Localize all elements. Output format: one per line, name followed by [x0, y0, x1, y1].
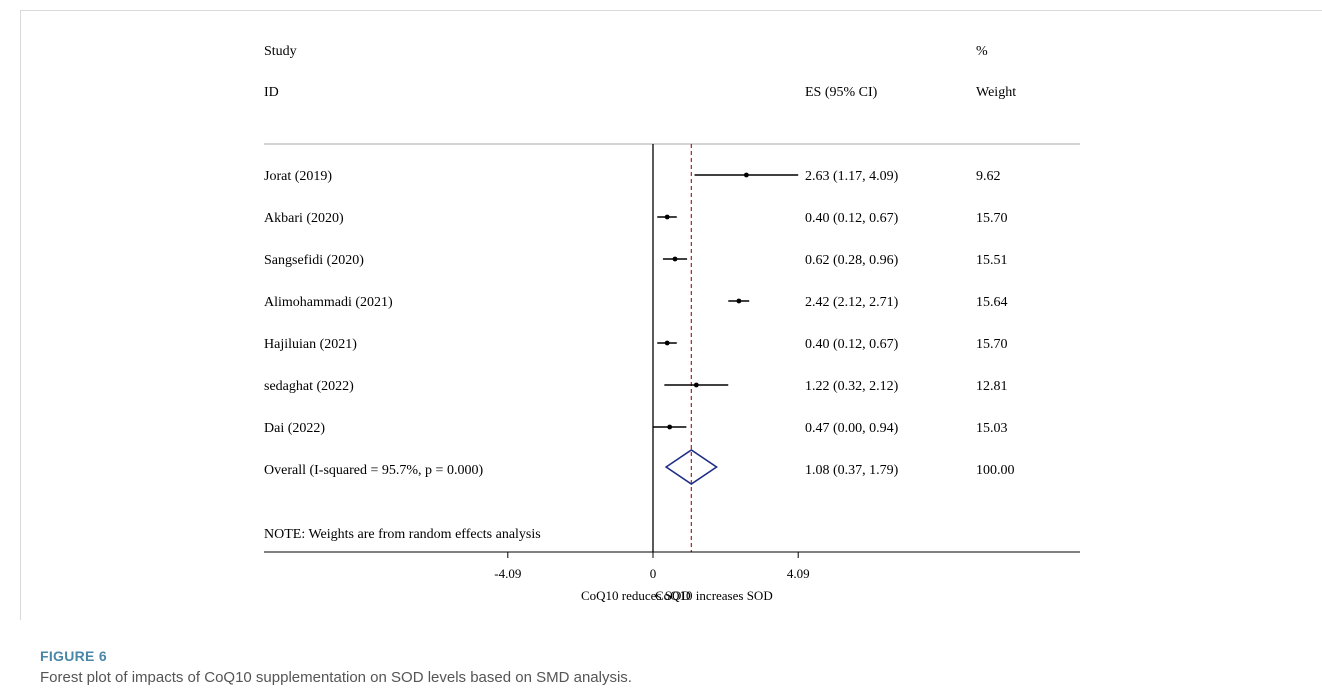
- xlabel-right: CoQ10 increases SOD: [655, 588, 773, 603]
- overall-weight: 100.00: [976, 463, 1015, 478]
- overall-row: Overall (I-squared = 95.7%, p = 0.000) 1…: [264, 463, 1015, 478]
- figure-left-border: [20, 10, 21, 620]
- overall-es-text: 1.08 (0.37, 1.79): [805, 463, 899, 478]
- plot-marks: [652, 144, 799, 552]
- study-row: Hajiluian (2021) 0.40 (0.12, 0.67) 15.70: [264, 337, 1008, 352]
- header-percent: %: [976, 44, 988, 59]
- study-point: [693, 382, 699, 388]
- overall-label: Overall (I-squared = 95.7%, p = 0.000): [264, 463, 483, 478]
- study-row: sedaghat (2022) 1.22 (0.32, 2.12) 12.81: [264, 379, 1008, 394]
- forest-plot: Study ID ES (95% CI) % Weight Jorat (201…: [264, 44, 1080, 603]
- study-row: Alimohammadi (2021) 2.42 (2.12, 2.71) 15…: [264, 295, 1008, 310]
- x-tick-label: -4.09: [494, 566, 521, 581]
- study-es-text: 2.42 (2.12, 2.71): [805, 295, 899, 310]
- study-es-text: 0.47 (0.00, 0.94): [805, 421, 899, 436]
- header-es: ES (95% CI): [805, 85, 878, 100]
- study-label: sedaghat (2022): [264, 379, 354, 394]
- study-point: [664, 340, 670, 346]
- study-point: [672, 256, 678, 262]
- study-row: Dai (2022) 0.47 (0.00, 0.94) 15.03: [264, 421, 1008, 436]
- study-label: Dai (2022): [264, 421, 325, 436]
- xlabel-left: CoQ10 reduces SOD: [581, 588, 691, 603]
- overall-diamond: [664, 449, 718, 485]
- study-label: Akbari (2020): [264, 211, 344, 226]
- study-point: [736, 298, 742, 304]
- note-text: NOTE: Weights are from random effects an…: [264, 527, 541, 542]
- study-point: [743, 172, 749, 178]
- study-es-text: 1.22 (0.32, 2.12): [805, 379, 899, 394]
- study-es-text: 0.40 (0.12, 0.67): [805, 211, 899, 226]
- study-es-text: 0.62 (0.28, 0.96): [805, 253, 899, 268]
- study-weight: 15.64: [976, 295, 1008, 310]
- study-weight: 9.62: [976, 169, 1001, 184]
- study-label: Alimohammadi (2021): [264, 295, 393, 310]
- study-row: Jorat (2019) 2.63 (1.17, 4.09) 9.62: [264, 169, 1001, 184]
- study-label: Hajiluian (2021): [264, 337, 357, 352]
- study-label: Jorat (2019): [264, 169, 332, 184]
- x-tick-label: 0: [650, 566, 657, 581]
- study-row: Akbari (2020) 0.40 (0.12, 0.67) 15.70: [264, 211, 1008, 226]
- study-weight: 15.51: [976, 253, 1008, 268]
- header-id: ID: [264, 85, 279, 100]
- study-point: [664, 214, 670, 220]
- study-es-text: 2.63 (1.17, 4.09): [805, 169, 899, 184]
- study-weight: 15.03: [976, 421, 1008, 436]
- header-study: Study: [264, 44, 297, 59]
- study-es-text: 0.40 (0.12, 0.67): [805, 337, 899, 352]
- x-tick-label: 4.09: [787, 566, 810, 581]
- header-weight: Weight: [976, 85, 1016, 100]
- study-row: Sangsefidi (2020) 0.62 (0.28, 0.96) 15.5…: [264, 253, 1008, 268]
- study-label: Sangsefidi (2020): [264, 253, 364, 268]
- study-weight: 12.81: [976, 379, 1008, 394]
- study-point: [667, 424, 673, 430]
- figure-top-border: [20, 10, 1322, 11]
- study-weight: 15.70: [976, 211, 1008, 226]
- figure-label: FIGURE 6: [40, 648, 107, 664]
- study-weight: 15.70: [976, 337, 1008, 352]
- x-axis-ticks: -4.09 0 4.09: [494, 552, 810, 581]
- figure-caption: Forest plot of impacts of CoQ10 suppleme…: [40, 669, 632, 686]
